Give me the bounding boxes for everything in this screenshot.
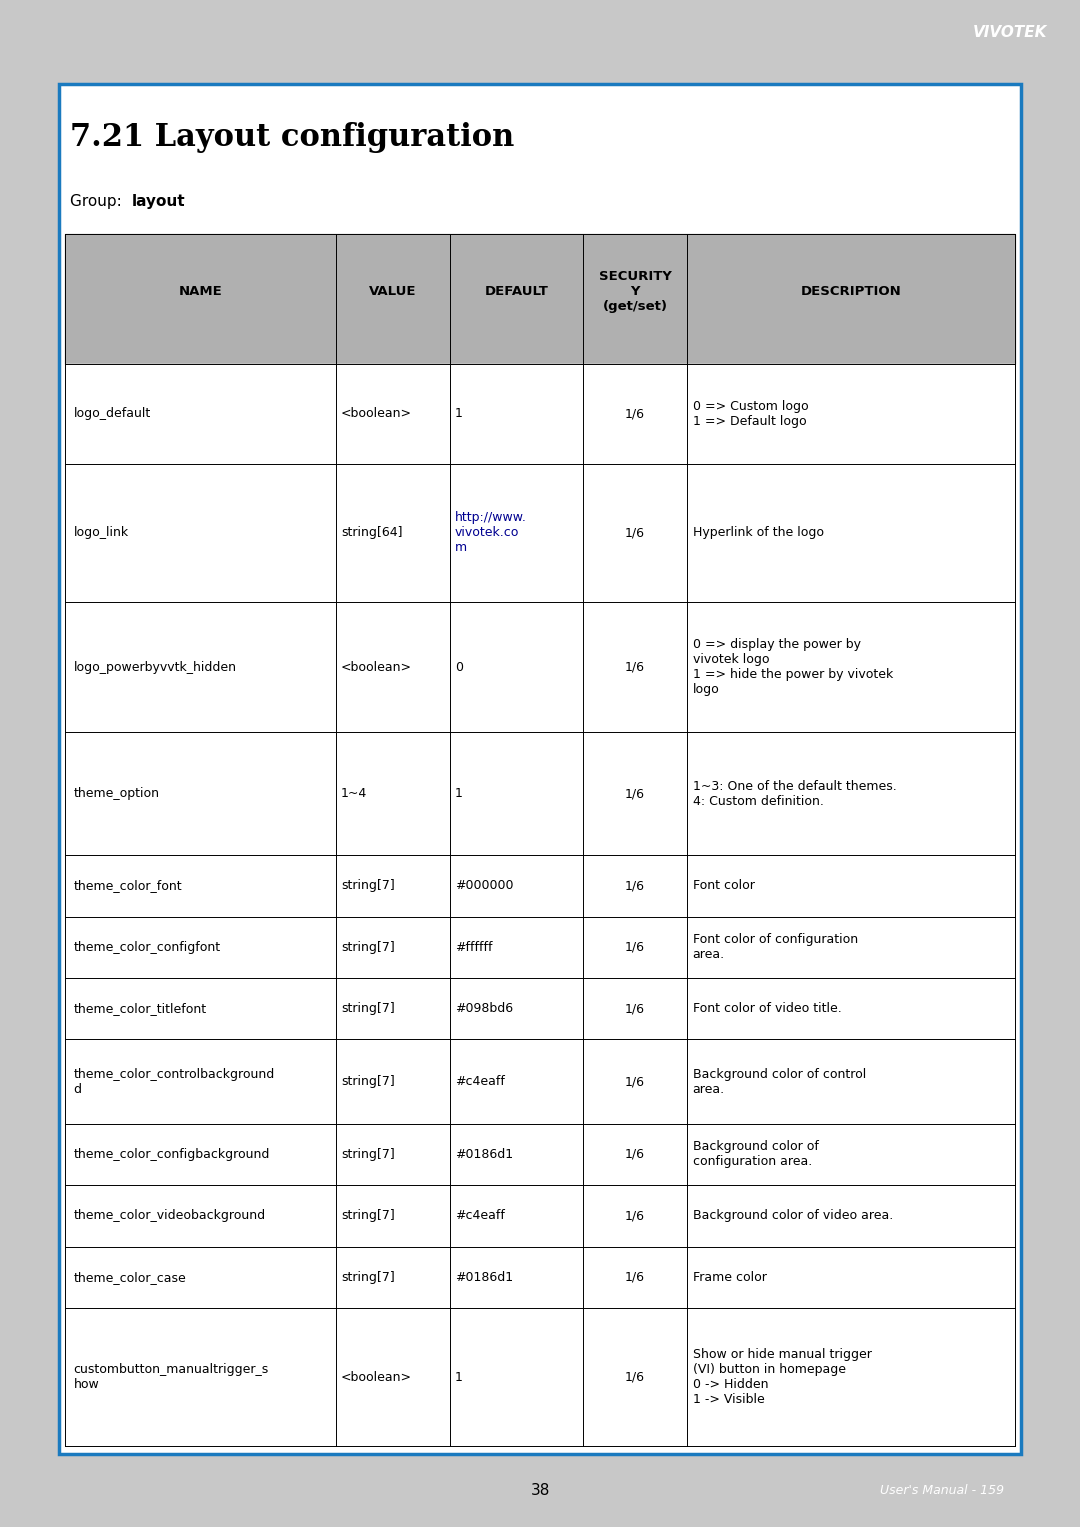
- Text: string[64]: string[64]: [341, 527, 403, 539]
- Text: #0186d1: #0186d1: [455, 1270, 513, 1284]
- Text: 1/6: 1/6: [625, 661, 645, 673]
- Text: 1/6: 1/6: [625, 1270, 645, 1284]
- Text: NAME: NAME: [178, 284, 222, 298]
- Text: 1: 1: [455, 788, 463, 800]
- Text: Font color of video title.: Font color of video title.: [692, 1002, 841, 1015]
- Text: theme_color_font: theme_color_font: [73, 880, 183, 892]
- Bar: [65, 855, 1015, 916]
- Text: VALUE: VALUE: [369, 284, 417, 298]
- Text: theme_color_videobackground: theme_color_videobackground: [73, 1209, 266, 1222]
- Text: string[7]: string[7]: [341, 1209, 395, 1222]
- Text: custombutton_manualtrigger_s
how: custombutton_manualtrigger_s how: [73, 1364, 269, 1391]
- Text: 1/6: 1/6: [625, 1209, 645, 1222]
- Text: string[7]: string[7]: [341, 1270, 395, 1284]
- Text: #0186d1: #0186d1: [455, 1148, 513, 1161]
- Text: theme_color_configfont: theme_color_configfont: [73, 941, 220, 954]
- Text: theme_option: theme_option: [73, 788, 160, 800]
- Bar: [65, 602, 1015, 733]
- Text: 1/6: 1/6: [625, 788, 645, 800]
- Text: 1~4: 1~4: [341, 788, 367, 800]
- Text: 0 => display the power by
vivotek logo
1 => hide the power by vivotek
logo: 0 => display the power by vivotek logo 1…: [692, 638, 893, 696]
- Text: 1: 1: [455, 408, 463, 420]
- Text: 7.21 Layout configuration: 7.21 Layout configuration: [70, 122, 514, 153]
- Text: Frame color: Frame color: [692, 1270, 767, 1284]
- Bar: [65, 464, 1015, 602]
- Bar: [65, 1309, 1015, 1446]
- Text: theme_color_controlbackground
d: theme_color_controlbackground d: [73, 1067, 274, 1095]
- Text: string[7]: string[7]: [341, 941, 395, 954]
- Text: SECURITY
Y
(get/set): SECURITY Y (get/set): [598, 270, 672, 313]
- Text: Font color of configuration
area.: Font color of configuration area.: [692, 933, 858, 962]
- Text: 1~3: One of the default themes.
4: Custom definition.: 1~3: One of the default themes. 4: Custo…: [692, 780, 896, 808]
- Bar: [0, 0, 1080, 84]
- Bar: [65, 916, 1015, 977]
- Text: theme_color_case: theme_color_case: [73, 1270, 186, 1284]
- Text: string[7]: string[7]: [341, 1002, 395, 1015]
- Text: 1: 1: [455, 1371, 463, 1383]
- Text: 1/6: 1/6: [625, 1148, 645, 1161]
- Text: logo_powerbyvvtk_hidden: logo_powerbyvvtk_hidden: [73, 661, 237, 673]
- Text: string[7]: string[7]: [341, 880, 395, 892]
- Text: Hyperlink of the logo: Hyperlink of the logo: [692, 527, 824, 539]
- Bar: [65, 234, 1015, 363]
- Text: 1/6: 1/6: [625, 1371, 645, 1383]
- Text: 1/6: 1/6: [625, 1002, 645, 1015]
- Text: <boolean>: <boolean>: [341, 1371, 413, 1383]
- Bar: [65, 1040, 1015, 1124]
- Text: #c4eaff: #c4eaff: [455, 1075, 505, 1089]
- Text: Font color: Font color: [692, 880, 755, 892]
- Text: 38: 38: [530, 1483, 550, 1498]
- Text: http://www.
vivotek.co
m: http://www. vivotek.co m: [455, 512, 527, 554]
- Text: layout: layout: [132, 194, 186, 209]
- Text: 0: 0: [455, 661, 463, 673]
- Text: theme_color_configbackground: theme_color_configbackground: [73, 1148, 270, 1161]
- Text: <boolean>: <boolean>: [341, 661, 413, 673]
- Text: logo_link: logo_link: [73, 527, 129, 539]
- Text: Group:: Group:: [70, 194, 126, 209]
- Text: DEFAULT: DEFAULT: [484, 284, 549, 298]
- Text: 1/6: 1/6: [625, 941, 645, 954]
- Bar: [65, 977, 1015, 1040]
- Text: 1/6: 1/6: [625, 527, 645, 539]
- Bar: [65, 1246, 1015, 1309]
- Bar: [65, 1124, 1015, 1185]
- Text: #098bd6: #098bd6: [455, 1002, 513, 1015]
- Text: string[7]: string[7]: [341, 1148, 395, 1161]
- Text: #c4eaff: #c4eaff: [455, 1209, 505, 1222]
- Text: <boolean>: <boolean>: [341, 408, 413, 420]
- Text: User's Manual - 159: User's Manual - 159: [880, 1484, 1004, 1496]
- Bar: [0, 1461, 1080, 1527]
- Text: Show or hide manual trigger
(VI) button in homepage
0 -> Hidden
1 -> Visible: Show or hide manual trigger (VI) button …: [692, 1348, 872, 1406]
- Text: Background color of control
area.: Background color of control area.: [692, 1067, 866, 1095]
- Bar: [65, 363, 1015, 464]
- Text: logo_default: logo_default: [73, 408, 151, 420]
- Text: #ffffff: #ffffff: [455, 941, 492, 954]
- Text: Background color of video area.: Background color of video area.: [692, 1209, 893, 1222]
- Text: DESCRIPTION: DESCRIPTION: [801, 284, 902, 298]
- Text: 1/6: 1/6: [625, 1075, 645, 1089]
- Text: #000000: #000000: [455, 880, 514, 892]
- Text: 0 => Custom logo
1 => Default logo: 0 => Custom logo 1 => Default logo: [692, 400, 808, 428]
- Text: VIVOTEK: VIVOTEK: [973, 24, 1048, 40]
- Text: theme_color_titlefont: theme_color_titlefont: [73, 1002, 206, 1015]
- Text: Background color of
configuration area.: Background color of configuration area.: [692, 1141, 819, 1168]
- Text: string[7]: string[7]: [341, 1075, 395, 1089]
- Text: 1/6: 1/6: [625, 880, 645, 892]
- Bar: [65, 733, 1015, 855]
- Text: 1/6: 1/6: [625, 408, 645, 420]
- Bar: [65, 1185, 1015, 1246]
- FancyBboxPatch shape: [59, 84, 1021, 1454]
